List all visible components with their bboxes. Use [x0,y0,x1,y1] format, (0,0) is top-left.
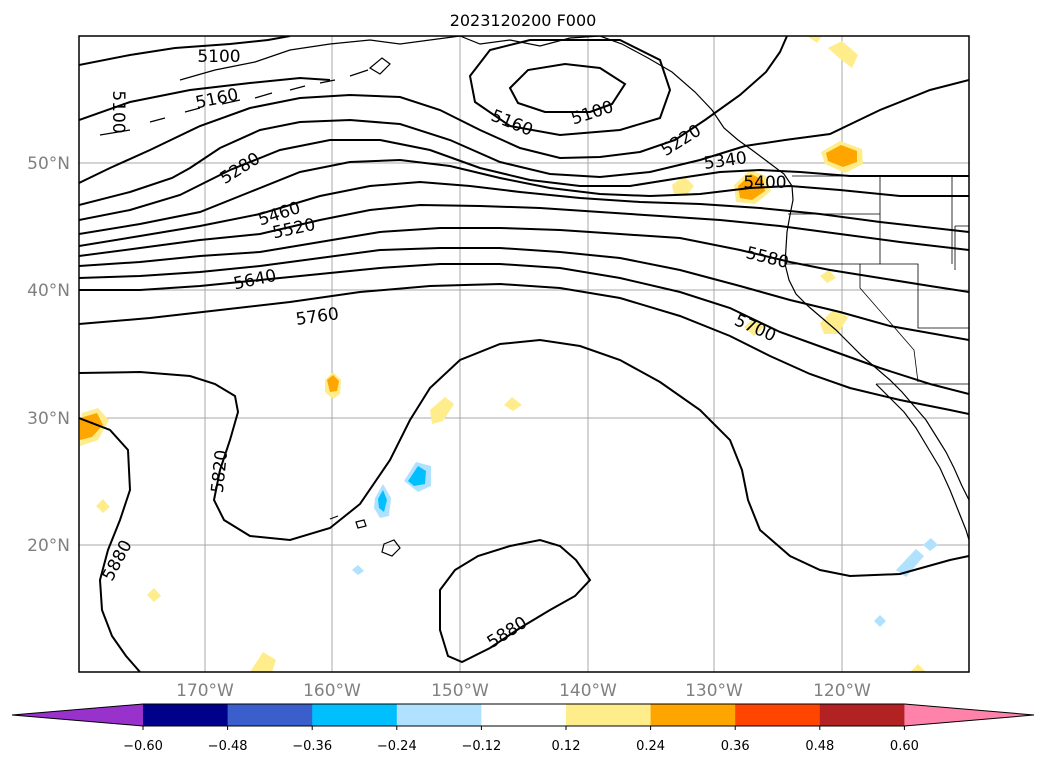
contour-5880-west [79,417,141,672]
colorbar-segment [396,704,482,726]
border-or-ca-nv [786,263,969,329]
lat-label: 20°N [27,536,70,556]
map-background [79,36,969,672]
shade-positive [807,36,822,43]
shade-positive [820,270,836,283]
border-ca-nv [859,264,919,383]
lat-label: 40°N [27,281,70,301]
contour-5220 [79,36,788,184]
colorbar: −0.60 −0.48 −0.36 −0.24 −0.12 0.12 0.24 0.36 0.4… [11,703,1035,754]
shade-positive [327,375,339,392]
contour-5160-west [79,76,331,121]
colorbar-tick-label: 0.12 [552,739,581,754]
colorbar-segment [312,704,398,726]
colorbar-segment [819,704,905,726]
colorbar-tick-label: −0.12 [461,739,501,754]
colorbar-tick-label: −0.48 [208,739,248,754]
lon-label: 170°W [176,681,234,701]
contour-5640 [79,247,969,341]
lon-label: 120°W [813,681,871,701]
colorbar-tick-label: 0.36 [721,739,750,754]
shade-positive [250,652,276,672]
contour-5400 [79,158,969,235]
colorbar-segment [735,704,821,726]
lon-label: 160°W [303,681,361,701]
contour-label: 5100 [108,90,128,133]
contour-label: 5100 [197,47,240,67]
contour-5100-low [508,62,627,113]
contour-5160-low [468,39,672,137]
map-title: 2023120200 F000 [450,11,597,30]
contour-5460 [79,180,969,247]
map-frame [78,35,970,673]
contour-5700 [79,263,969,395]
colorbar-segment [143,704,229,726]
shade-positive [828,41,858,68]
coastlines [99,36,969,557]
colorbar-tick-label: 0.48 [805,739,834,754]
colorbar-extend-high [904,704,1034,726]
shade-positive [672,176,694,196]
shade-negative [923,538,938,551]
colorbar-segment [650,704,736,726]
lon-label: 130°W [685,681,743,701]
coastline-north-america [599,36,969,501]
contour-5520 [79,203,969,257]
shade-negative [874,615,886,627]
colorbar-segment [481,704,567,726]
coastline-gulf-of-alaska [459,36,601,47]
longitude-labels: 170°W 160°W 150°W 140°W 130°W 120°W [176,681,871,701]
lon-label: 150°W [431,681,489,701]
contour-5280 [79,79,969,206]
shade-positive [430,397,454,424]
colorbar-segment [227,704,313,726]
shade-positive [820,309,848,334]
colorbar-segment [566,704,652,726]
latitude-labels: 50°N 40°N 30°N 20°N [27,154,70,556]
contour-5760 [79,282,969,415]
contour-label: 5820 [208,449,232,494]
shade-positive [826,145,857,167]
height-contours [79,36,969,672]
lon-label: 140°W [559,681,617,701]
contour-5820 [79,338,969,578]
coastline-aleutian-islands [99,69,369,136]
colorbar-tick-label: 0.60 [890,739,919,754]
coastline-alaska-peninsula [179,36,461,81]
coastline-kodiak [368,57,391,75]
coastline-baja-california [875,383,969,541]
contour-5100-north [79,36,291,66]
shade-positive [504,397,522,411]
colorbar-tick-label: −0.60 [123,739,163,754]
contour-5880-center [439,538,592,664]
colorbar-extend-low [12,704,143,726]
shade-positive [147,588,161,602]
shade-positive [744,319,764,336]
colorbar-tick-label: −0.36 [292,739,332,754]
lat-label: 30°N [27,409,70,429]
shade-negative [896,549,924,577]
coastline-hawaiian-islands [329,515,401,557]
lat-label: 50°N [27,154,70,174]
map-panel: 5100 5100 5160 5160 5100 5220 5280 5340 … [78,35,970,673]
contour-5340 [79,139,969,221]
colorbar-tick-label: −0.24 [377,739,417,754]
shade-negative [408,466,426,486]
contour-label: 5400 [743,173,786,193]
shade-negative [378,490,387,512]
colorbar-tick-label: 0.24 [636,739,665,754]
contour-5580 [79,227,969,293]
shaded-field [80,36,938,672]
shade-positive [910,664,926,672]
shade-positive [96,499,110,513]
shade-negative [352,565,364,575]
